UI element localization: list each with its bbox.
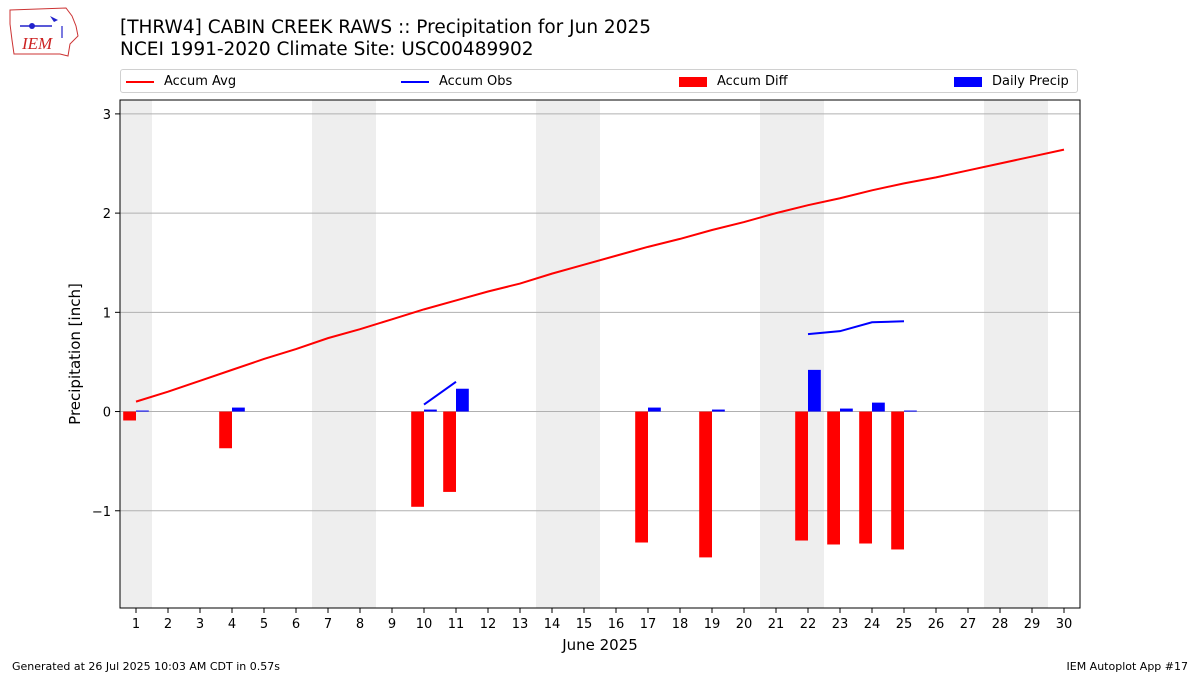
legend-label-accum-avg: Accum Avg	[164, 74, 237, 89]
x-tick-label: 22	[800, 617, 817, 632]
x-tick-label: 12	[480, 617, 497, 632]
iem-logo: IEM	[9, 7, 79, 57]
chart-title: [THRW4] CABIN CREEK RAWS :: Precipitatio…	[120, 17, 652, 38]
daily-precip-bar	[424, 409, 437, 412]
x-tick-label: 19	[704, 617, 721, 632]
x-tick-label: 2	[164, 617, 172, 632]
gridlines	[120, 113, 1080, 512]
chart-subtitle: NCEI 1991-2020 Climate Site: USC00489902	[120, 39, 534, 60]
legend-label-daily-precip: Daily Precip	[992, 74, 1069, 89]
legend-item-accum-avg: Accum Avg	[126, 73, 236, 91]
y-tick-label: 0	[103, 406, 111, 421]
weekend-band-14	[536, 100, 568, 608]
x-tick-label: 16	[608, 617, 625, 632]
legend-swatch-accum-diff	[679, 76, 707, 87]
accum-diff-bar	[411, 411, 424, 507]
x-tick-label: 26	[928, 617, 945, 632]
x-tick-label: 13	[512, 617, 529, 632]
x-tick-label: 9	[388, 617, 396, 632]
x-tick-label: 15	[576, 617, 593, 632]
y-axis-ticks: −1 0 1 2 3	[92, 108, 120, 520]
daily-precip-bar	[456, 388, 469, 412]
y-tick-label: 2	[103, 207, 111, 222]
weekend-band-15	[568, 100, 600, 608]
accum-diff-bar	[123, 411, 136, 421]
accum-diff-bar	[795, 411, 808, 541]
x-tick-label: 20	[736, 617, 753, 632]
accum-obs-line	[423, 380, 457, 406]
y-axis-label: Precipitation [inch]	[66, 283, 84, 425]
accum-diff-bar	[891, 411, 904, 550]
x-tick-label: 27	[960, 617, 977, 632]
legend-label-accum-diff: Accum Diff	[717, 74, 788, 89]
y-tick-label: 1	[103, 306, 111, 321]
x-tick-label: 8	[356, 617, 364, 632]
x-tick-label: 1	[132, 617, 140, 632]
legend-item-accum-obs: Accum Obs	[401, 73, 512, 91]
x-tick-label: 17	[640, 617, 657, 632]
x-axis-label: June 2025	[561, 636, 638, 654]
x-tick-label: 4	[228, 617, 236, 632]
legend-swatch-daily-precip	[954, 76, 982, 87]
x-tick-label: 18	[672, 617, 689, 632]
legend-item-daily-precip: Daily Precip	[954, 73, 1069, 91]
daily-precip-bar	[808, 369, 821, 412]
weekend-band-1	[120, 100, 152, 608]
iowa-outline-shape	[9, 7, 79, 57]
daily-precip-bar	[136, 410, 149, 412]
plot-frame	[119, 99, 1081, 609]
legend-swatch-accum-avg	[126, 80, 154, 83]
x-tick-label: 3	[196, 617, 204, 632]
weekend-band-29	[1016, 100, 1048, 608]
legend-label-accum-obs: Accum Obs	[439, 74, 513, 89]
daily-precip-bar	[648, 407, 661, 412]
weekend-band-8	[344, 100, 376, 608]
x-tick-label: 11	[448, 617, 465, 632]
line-marks	[135, 148, 1065, 406]
logo-text: IEM	[21, 34, 53, 53]
x-tick-label: 5	[260, 617, 268, 632]
x-tick-label: 7	[324, 617, 332, 632]
accum-diff-bar	[219, 411, 232, 449]
weekend-bands	[120, 100, 1048, 608]
accum-diff-bar	[827, 411, 840, 545]
x-tick-label: 28	[992, 617, 1009, 632]
daily-precip-bar	[840, 408, 853, 412]
generated-timestamp: Generated at 26 Jul 2025 10:03 AM CDT in…	[12, 660, 280, 673]
y-tick-label: −1	[92, 505, 111, 520]
daily-precip-bar	[712, 409, 725, 412]
x-tick-label: 29	[1024, 617, 1041, 632]
accum-diff-bar	[699, 411, 712, 558]
accum-avg-line	[135, 148, 1065, 403]
accum-diff-bar	[443, 411, 456, 492]
weekend-band-28	[984, 100, 1016, 608]
accum-diff-bar	[859, 411, 872, 544]
daily-precip-bar	[872, 402, 885, 412]
accum-obs-line	[807, 320, 905, 336]
x-tick-label: 21	[768, 617, 785, 632]
weekend-band-7	[312, 100, 344, 608]
x-tick-label: 10	[416, 617, 433, 632]
x-tick-label: 24	[864, 617, 881, 632]
legend: Accum Avg Accum Obs Accum Diff Daily Pre…	[120, 69, 1078, 93]
y-tick-label: 3	[103, 108, 111, 123]
x-tick-label: 6	[292, 617, 300, 632]
daily-precip-bar	[904, 410, 917, 412]
legend-item-accum-diff: Accum Diff	[679, 73, 788, 91]
accum-diff-bar	[635, 411, 648, 543]
x-tick-label: 23	[832, 617, 849, 632]
x-tick-label: 14	[544, 617, 561, 632]
daily-precip-bar	[232, 407, 245, 412]
legend-swatch-accum-obs	[401, 80, 429, 83]
bar-marks	[123, 369, 917, 558]
x-tick-label: 25	[896, 617, 913, 632]
x-tick-label: 30	[1056, 617, 1073, 632]
app-credit: IEM Autoplot App #17	[1066, 660, 1189, 673]
weekend-band-21	[760, 100, 792, 608]
x-axis-ticks: 1 2 3 4 5 6 7 8 9 10 11 12 13 14 15 16 17 18 19 20 21 22 23 24 2…	[132, 608, 1072, 632]
